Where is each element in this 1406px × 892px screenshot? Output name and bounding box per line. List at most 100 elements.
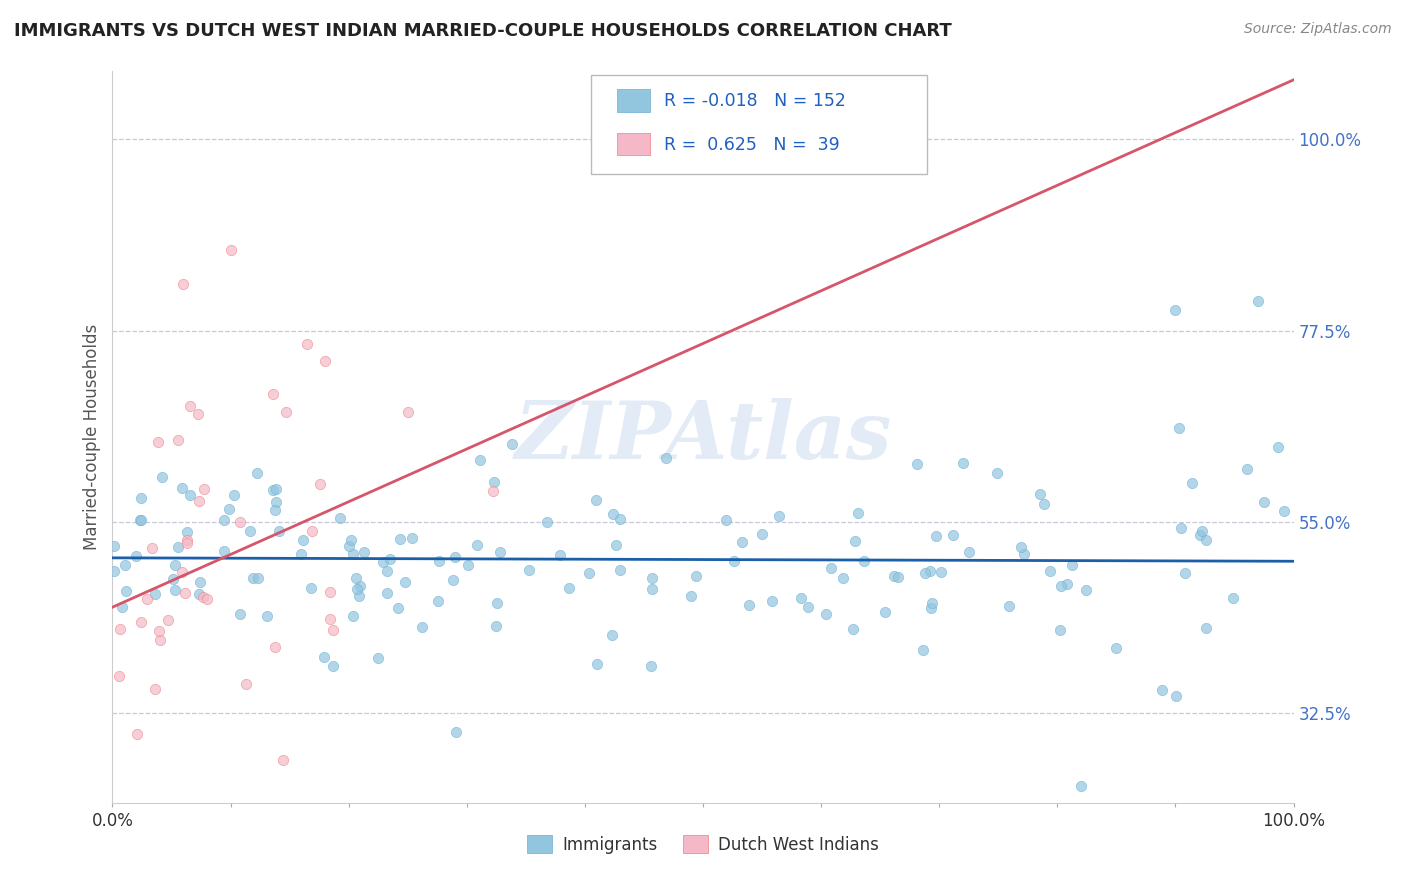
Point [219,243,242,257]
Point [148,633,170,648]
Point [1029,487,1052,501]
Point [1010,540,1032,554]
Point [444,724,467,739]
Point [457,558,479,572]
Point [262,386,284,401]
Point [145,682,167,697]
Point [737,598,759,612]
Point [129,513,152,527]
Bar [617,133,650,155]
Point [1049,624,1071,638]
Point [187,494,209,508]
Point [427,594,450,608]
Point [291,533,314,547]
Point [1060,558,1083,573]
Point [394,574,416,589]
Point [262,483,284,497]
Point [179,488,201,502]
Point [319,584,342,599]
Point [848,506,870,520]
Point [167,433,190,447]
Text: R = -0.018   N = 152: R = -0.018 N = 152 [664,93,846,111]
Point [1181,475,1204,490]
Point [115,584,138,599]
Point [852,554,875,568]
Point [309,476,332,491]
Point [820,560,842,574]
Point [641,582,664,596]
Point [108,622,131,636]
Point [314,353,336,368]
Point [1105,641,1128,656]
Point [1032,497,1054,511]
Point [143,587,166,601]
Point [167,541,190,555]
Point [401,531,423,545]
Point [444,550,467,565]
Point [679,589,702,603]
Point [887,570,910,584]
Point [844,533,866,548]
Point [322,659,344,673]
Point [269,524,291,538]
Point [929,565,952,579]
Point [165,558,187,572]
Point [1164,302,1187,317]
Point [485,619,508,633]
Point [108,669,131,683]
Point [751,527,773,541]
Point [914,566,936,581]
Point [655,450,678,465]
Point [602,507,624,521]
Point [193,483,215,497]
Point [1167,421,1189,435]
Point [295,336,318,351]
Point [411,620,433,634]
Point [600,628,623,642]
Point [247,571,270,585]
Point [482,483,505,498]
Point [517,563,540,577]
Point [723,554,745,568]
Point [367,650,389,665]
Point [172,565,194,579]
Point [176,533,198,547]
Point [353,545,375,559]
Point [1049,579,1071,593]
Point [172,277,194,291]
Point [242,570,264,584]
Point [609,512,631,526]
Point [212,544,235,558]
Point [1253,495,1275,509]
Point [264,483,287,497]
Point [920,601,942,615]
Point [925,528,948,542]
Point [375,565,398,579]
Point [998,599,1021,613]
Point [346,582,368,596]
Point [558,582,581,596]
Point [344,571,367,585]
Point [832,571,855,585]
Point [340,533,363,548]
Point [212,513,235,527]
Point [156,613,179,627]
Point [1076,582,1098,597]
Point [301,524,323,538]
Point [342,547,364,561]
Point [347,589,370,603]
Point [1236,462,1258,476]
Point [1247,293,1270,308]
Point [190,575,212,590]
Point [489,545,512,559]
Point [1173,566,1195,580]
Point [125,549,148,563]
Point [111,599,134,614]
Point [486,596,509,610]
Point [640,659,662,673]
Point [986,466,1008,480]
Point [239,524,262,539]
Point [129,491,152,505]
Point [468,453,491,467]
Point [187,407,209,421]
